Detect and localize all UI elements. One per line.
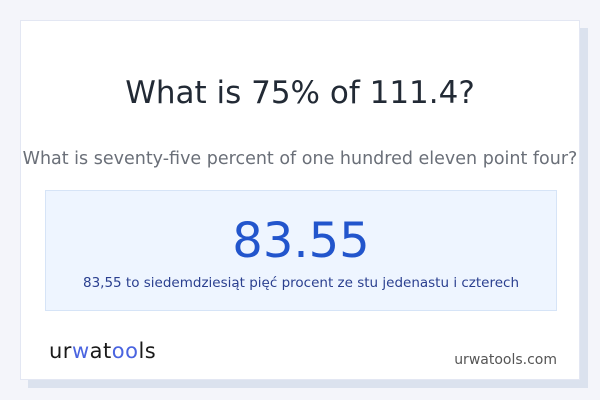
logo: urwatools — [49, 339, 157, 363]
subtitle: What is seventy-five percent of one hund… — [22, 149, 578, 169]
answer-box: 83.55 83,55 to siedemdziesiąt pięć proce… — [45, 190, 557, 311]
page-title: What is 75% of 111.4? — [125, 75, 475, 111]
result-card: What is 75% of 111.4? What is seventy-fi… — [20, 20, 580, 380]
site-url: urwatools.com — [454, 352, 557, 368]
answer-value: 83.55 — [232, 213, 370, 269]
answer-words: 83,55 to siedemdziesiąt pięć procent ze … — [82, 275, 520, 291]
